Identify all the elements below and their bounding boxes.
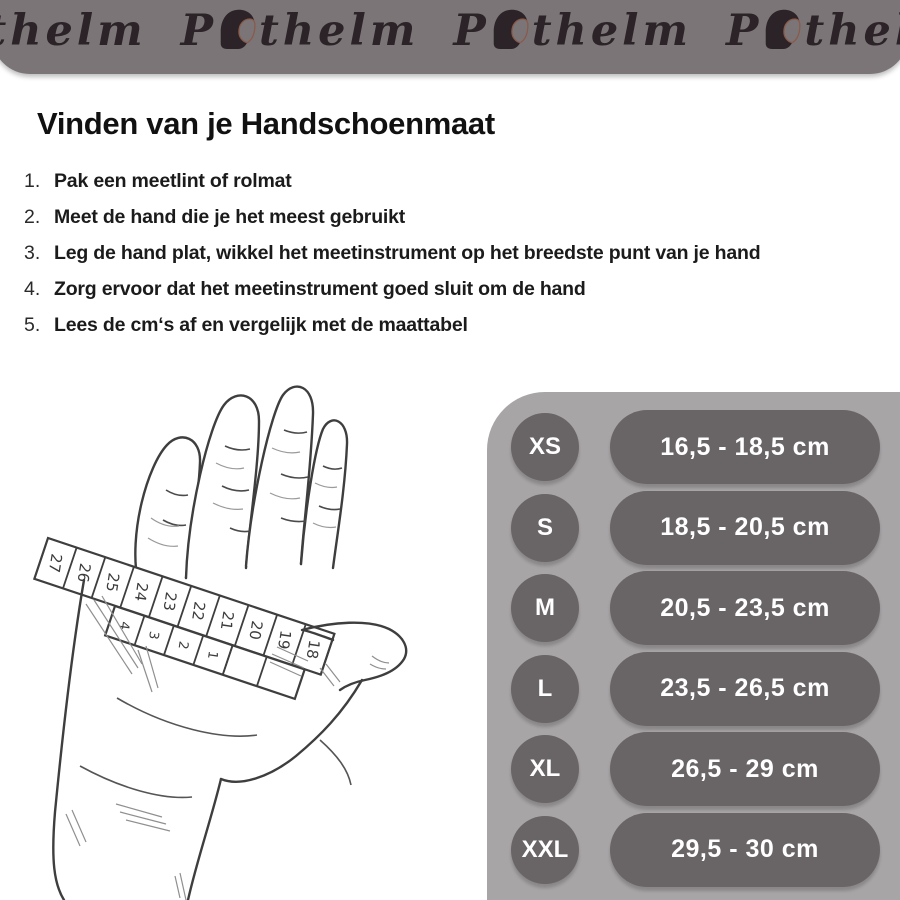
measuring-tape-back: 27 26 25 24 23 22 21 20 19 18 xyxy=(32,536,336,676)
steps-list: 1. Pak een meetlint of rolmat 2. Meet de ha… xyxy=(24,170,896,350)
svg-text:19: 19 xyxy=(274,629,295,651)
size-label-badge: XXL xyxy=(511,815,579,884)
size-table: XS 16,5 - 18,5 cm S 18,5 - 20,5 cm M 20,5 - 2… xyxy=(487,392,900,900)
size-range-pill: 23,5 - 26,5 cm xyxy=(610,651,880,726)
step-item: 1. Pak een meetlint of rolmat xyxy=(24,170,896,193)
svg-text:24: 24 xyxy=(131,581,152,603)
svg-text:4: 4 xyxy=(116,620,132,630)
size-label-badge: L xyxy=(511,654,579,723)
sketch-hatching xyxy=(65,595,390,900)
svg-text:25: 25 xyxy=(102,572,123,594)
step-number: 2. xyxy=(24,206,41,228)
helmet-icon xyxy=(766,9,801,49)
step-text: Zorg ervoor dat het meetinstrument goed … xyxy=(54,278,586,300)
size-row: XS 16,5 - 18,5 cm xyxy=(487,410,900,484)
helmet-icon xyxy=(220,9,256,49)
size-row: L 23,5 - 26,5 cm xyxy=(487,651,900,726)
page-title: Vinden van je Handschoenmaat xyxy=(37,106,495,141)
brand-wordmark: P thelm xyxy=(0,6,147,56)
step-number: 3. xyxy=(24,242,41,264)
step-item: 3. Leg de hand plat, wikkel het meetinstr… xyxy=(24,242,896,265)
svg-text:27: 27 xyxy=(45,552,66,574)
step-number: 1. xyxy=(24,170,41,192)
size-row: XL 26,5 - 29 cm xyxy=(487,732,900,806)
svg-text:20: 20 xyxy=(245,619,266,641)
size-row: S 18,5 - 20,5 cm xyxy=(487,490,900,565)
step-item: 4. Zorg ervoor dat het meetinstrument goe… xyxy=(24,278,896,301)
step-text: Lees de cm‘s af en vergelijk met de maat… xyxy=(54,314,468,336)
brand-strip: P thelm P thelm P thelm P thelm xyxy=(0,6,900,56)
svg-text:3: 3 xyxy=(145,630,161,640)
palm-outline xyxy=(52,578,408,900)
size-label-badge: XL xyxy=(511,735,579,803)
step-text: Meet de hand die je het meest gebruikt xyxy=(54,206,406,228)
step-number: 4. xyxy=(24,278,41,300)
size-row: M 20,5 - 23,5 cm xyxy=(487,571,900,645)
step-text: Pak een meetlint of rolmat xyxy=(54,170,292,192)
step-number: 5. xyxy=(24,314,41,336)
size-range-pill: 29,5 - 30 cm xyxy=(610,812,880,887)
step-item: 2. Meet de hand die je het meest gebruikt xyxy=(24,206,896,229)
svg-text:26: 26 xyxy=(74,562,95,584)
size-range-pill: 18,5 - 20,5 cm xyxy=(610,490,880,565)
size-range-pill: 20,5 - 23,5 cm xyxy=(610,571,880,645)
svg-text:22: 22 xyxy=(188,600,209,622)
finger-creases xyxy=(162,429,343,533)
size-label-badge: XS xyxy=(511,413,579,481)
step-item: 5. Lees de cm‘s af en vergelijk met de ma… xyxy=(24,314,896,337)
helmet-icon xyxy=(493,9,529,49)
brand-wordmark: P thelm xyxy=(726,6,900,56)
svg-text:23: 23 xyxy=(159,591,180,613)
palm-creases xyxy=(79,697,352,799)
size-range-pill: 16,5 - 18,5 cm xyxy=(610,410,880,484)
size-label-badge: S xyxy=(511,493,579,562)
brand-wordmark: P thelm xyxy=(453,6,693,56)
svg-text:18: 18 xyxy=(303,639,324,661)
finger-sketch-lines xyxy=(147,447,338,547)
svg-text:2: 2 xyxy=(175,640,191,650)
svg-text:1: 1 xyxy=(204,650,220,660)
size-range-pill: 26,5 - 29 cm xyxy=(610,732,880,806)
fingers-outline xyxy=(134,385,349,585)
size-label-badge: M xyxy=(511,574,579,642)
step-text: Leg de hand plat, wikkel het meetinstrum… xyxy=(54,242,761,264)
svg-text:21: 21 xyxy=(217,610,238,632)
brand-wordmark: P thelm xyxy=(180,6,420,56)
size-row: XXL 29,5 - 30 cm xyxy=(487,812,900,887)
brand-banner: P thelm P thelm P thelm P thelm xyxy=(0,0,900,74)
